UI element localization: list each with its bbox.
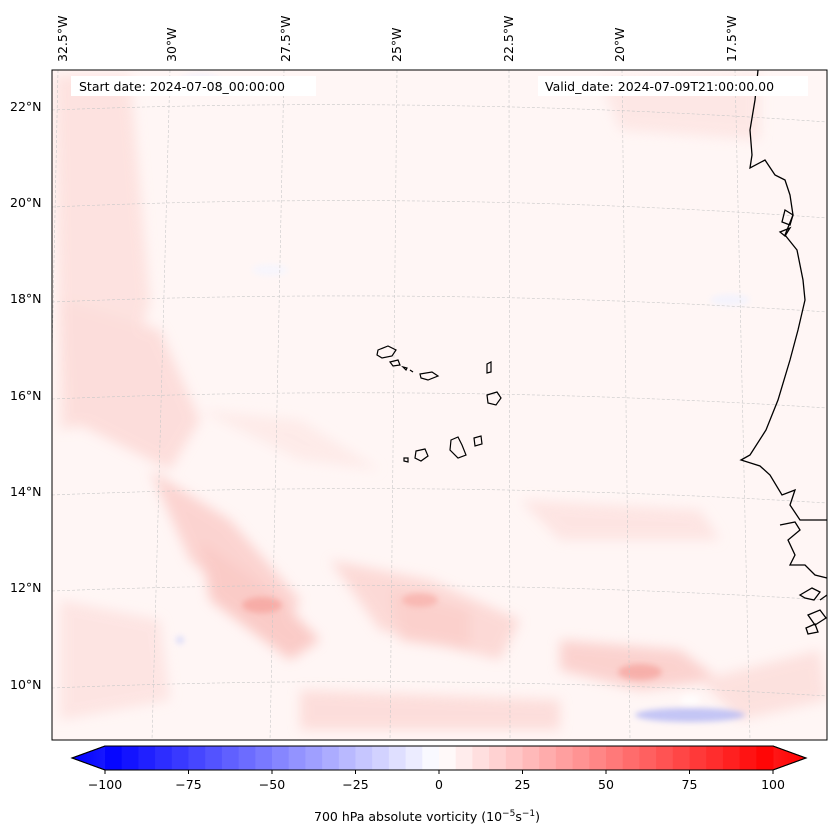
colorbar-tick-label: −50 (259, 777, 285, 792)
colorbar-step (238, 746, 256, 770)
lon-label-17-5w: 17.5°W (724, 16, 739, 62)
lat-label-20n: 20°N (10, 195, 42, 210)
latitude-labels: 22°N 20°N 18°N 16°N 14°N 12°N 10°N (10, 99, 42, 692)
colorbar-step (422, 746, 440, 770)
colorbar-step (121, 746, 139, 770)
colorbar-step (756, 746, 774, 770)
colorbar-step (522, 746, 540, 770)
colorbar-tick-label: −100 (88, 777, 122, 792)
colorbar-step (338, 746, 356, 770)
colorbar-step (272, 746, 290, 770)
map-panel: Start date: 2024-07-08_00:00:00 Valid_da… (51, 69, 828, 741)
colorbar-tick-label: 50 (598, 777, 614, 792)
graticule (52, 70, 827, 740)
colorbar-step (739, 746, 757, 770)
colorbar-step (405, 746, 423, 770)
colorbar-step (388, 746, 407, 770)
lat-label-18n: 18°N (10, 291, 42, 306)
colorbar-title: 700 hPa absolute vorticity (10−5s−1) (314, 809, 540, 824)
lon-label-30w: 30°W (164, 27, 179, 62)
colorbar-step (372, 746, 390, 770)
colorbar-step (155, 746, 173, 770)
lon-label-22-5w: 22.5°W (501, 16, 516, 62)
colorbar-tick-label: −25 (342, 777, 368, 792)
colorbar-tick-label: 100 (761, 777, 785, 792)
colorbar-steps (70, 745, 808, 771)
colorbar: −100 −75 −50 −25 0 25 50 75 100 700 hPa absolute… (70, 745, 808, 824)
coastline (739, 69, 828, 635)
colorbar-step (622, 746, 640, 770)
colorbar-step (138, 746, 156, 770)
colorbar-step (472, 746, 490, 770)
map-frame (51, 69, 828, 741)
colorbar-step (188, 746, 206, 770)
lat-label-10n: 10°N (10, 677, 42, 692)
colorbar-step (722, 746, 741, 770)
longitude-labels: 32.5°W 30°W 27.5°W 25°W 22.5°W 20°W 17.5… (55, 16, 739, 62)
colorbar-tick-label: 75 (682, 777, 698, 792)
colorbar-step (221, 746, 240, 770)
lon-label-25w: 25°W (389, 27, 404, 62)
colorbar-step (672, 746, 690, 770)
colorbar-step (639, 746, 657, 770)
colorbar-step (288, 746, 306, 770)
colorbar-step (355, 746, 373, 770)
colorbar-step (589, 746, 607, 770)
valid-date-label: Valid_date: 2024-07-09T21:00:00.00 (545, 79, 774, 94)
colorbar-step (455, 746, 473, 770)
lon-label-32-5w: 32.5°W (55, 16, 70, 62)
colorbar-step (555, 746, 574, 770)
colorbar-step (322, 746, 340, 770)
colorbar-step (539, 746, 557, 770)
colorbar-tick-label: 25 (515, 777, 531, 792)
lon-label-27-5w: 27.5°W (278, 16, 293, 62)
lon-label-20w: 20°W (612, 27, 627, 62)
colorbar-step (505, 746, 523, 770)
colorbar-step (689, 746, 707, 770)
lat-label-16n: 16°N (10, 388, 42, 403)
valid-date-box (538, 76, 808, 96)
colorbar-tick-label: −75 (175, 777, 201, 792)
colorbar-step (706, 746, 724, 770)
colorbar-step (205, 746, 223, 770)
start-date-box (71, 76, 316, 96)
colorbar-step (656, 746, 674, 770)
colorbar-tick-label: 0 (435, 777, 443, 792)
lat-label-22n: 22°N (10, 99, 42, 114)
colorbar-ticks: −100 −75 −50 −25 0 25 50 75 100 (88, 770, 785, 792)
colorbar-step (171, 746, 189, 770)
lat-label-14n: 14°N (10, 484, 42, 499)
colorbar-step (439, 746, 457, 770)
lat-label-12n: 12°N (10, 580, 42, 595)
colorbar-step (606, 746, 624, 770)
colorbar-step (572, 746, 590, 770)
vorticity-field (55, 74, 827, 730)
colorbar-step (489, 746, 507, 770)
colorbar-step (255, 746, 273, 770)
colorbar-step (305, 746, 323, 770)
cape-verde-islands (376, 345, 502, 463)
colorbar-step (105, 746, 123, 770)
start-date-label: Start date: 2024-07-08_00:00:00 (79, 79, 285, 94)
